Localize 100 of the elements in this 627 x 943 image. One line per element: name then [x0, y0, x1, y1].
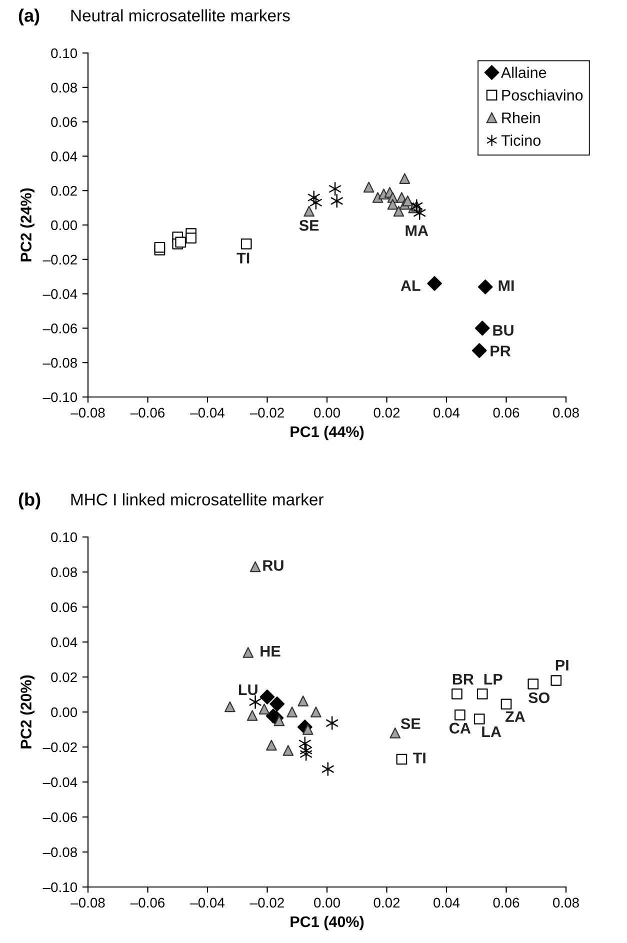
y-tick-label: 0.08 — [51, 82, 77, 93]
point — [326, 716, 338, 730]
point — [304, 206, 314, 217]
point — [472, 343, 487, 358]
annotation: TI — [412, 752, 426, 764]
point — [270, 696, 285, 712]
point — [550, 675, 562, 686]
point — [363, 182, 374, 193]
x-tick-label: 0.08 — [553, 408, 579, 418]
point — [249, 695, 262, 709]
y-tick-label: –0.02 — [42, 742, 77, 752]
point — [330, 194, 343, 208]
y-tick-label: 0.04 — [51, 152, 78, 162]
annotation: BU — [493, 325, 514, 336]
x-tick-label: –0.06 — [130, 408, 165, 418]
x-axis-title: PC1 (40%) — [290, 916, 364, 930]
annotation: MA — [406, 225, 428, 236]
annotation: PI — [556, 660, 568, 670]
annotation: PR — [490, 346, 511, 356]
y-tick-label: –0.06 — [42, 812, 77, 822]
annotation: SE — [299, 220, 319, 231]
x-tick-label: 0.04 — [434, 898, 460, 908]
point — [246, 710, 258, 721]
y-tick-label: –0.10 — [42, 392, 78, 402]
annotation: AL — [400, 280, 420, 291]
annotation: LA — [482, 726, 502, 737]
chart-subtitle: Neutral microsatellite markers — [71, 9, 290, 22]
x-tick-label: 0.04 — [434, 408, 460, 418]
point — [329, 182, 342, 196]
y-tick-label: 0.06 — [51, 602, 77, 612]
y-axis-title: PC2 (20%) — [20, 675, 34, 748]
x-axis-title: PC1 (44%) — [290, 426, 364, 440]
y-tick-label: 0.06 — [51, 117, 77, 127]
x-tick-label: 0.00 — [314, 898, 340, 908]
y-tick-label: –0.02 — [42, 254, 77, 265]
point — [478, 279, 493, 294]
y-tick-label: 0.00 — [51, 707, 78, 718]
legend-label: Poschiavino — [502, 89, 583, 101]
x-tick-label: –0.08 — [70, 898, 105, 908]
legend-label: Allaine — [500, 66, 546, 78]
point — [402, 196, 414, 206]
y-tick-label: –0.06 — [42, 324, 77, 334]
point — [322, 762, 334, 776]
y-tick-label: 0.00 — [51, 220, 78, 230]
x-tick-label: –0.02 — [250, 408, 284, 418]
point — [154, 242, 166, 253]
point — [396, 754, 408, 765]
x-tick-label: –0.06 — [130, 898, 165, 908]
x-tick-label: 0.08 — [553, 898, 579, 908]
y-tick-label: –0.08 — [42, 847, 77, 858]
legend-label: Rhein — [502, 112, 540, 124]
x-tick-label: 0.02 — [374, 408, 400, 418]
annotation: SE — [400, 718, 420, 730]
y-tick-label: –0.04 — [42, 777, 78, 788]
legend-label: Ticino — [501, 134, 540, 146]
chart-title: (a) — [18, 8, 40, 26]
point — [266, 740, 277, 751]
x-tick-label: –0.02 — [250, 898, 284, 908]
y-tick-label: –0.04 — [42, 289, 78, 299]
point — [387, 198, 398, 210]
point — [175, 236, 186, 248]
chart-title: (b) — [18, 492, 40, 510]
point — [528, 678, 539, 690]
annotation: MI — [498, 280, 514, 291]
point — [300, 747, 312, 761]
point — [282, 745, 294, 756]
annotation: ZA — [505, 711, 525, 722]
annotation: RU — [263, 560, 284, 571]
y-tick-label: 0.10 — [51, 48, 78, 58]
point — [260, 690, 275, 704]
point — [224, 701, 236, 712]
annotation: TI — [236, 252, 250, 264]
point — [186, 232, 196, 244]
x-tick-label: 0.02 — [374, 898, 400, 908]
point — [298, 696, 309, 706]
y-tick-label: 0.10 — [51, 532, 78, 542]
point — [390, 728, 401, 738]
x-tick-label: –0.04 — [190, 408, 224, 418]
y-tick-label: 0.02 — [51, 186, 77, 196]
point — [310, 706, 322, 718]
annotation: LU — [238, 684, 258, 696]
y-tick-label: 0.08 — [51, 567, 77, 578]
x-tick-label: 0.06 — [493, 898, 520, 908]
point — [454, 710, 466, 720]
point — [414, 206, 426, 220]
point — [286, 706, 298, 718]
point — [474, 714, 485, 724]
annotation: HE — [260, 646, 280, 656]
point — [310, 196, 322, 210]
point — [476, 688, 488, 700]
point — [258, 704, 270, 714]
annotation: CA — [450, 722, 471, 734]
annotation: LP — [484, 674, 502, 684]
annotation: BR — [452, 674, 474, 684]
y-tick-label: –0.10 — [42, 882, 78, 892]
x-tick-label: 0.00 — [314, 408, 340, 418]
point — [274, 715, 285, 726]
point — [240, 238, 252, 250]
y-tick-label: –0.08 — [42, 358, 77, 368]
chart-subtitle: MHC I linked microsatellite marker — [71, 493, 324, 506]
